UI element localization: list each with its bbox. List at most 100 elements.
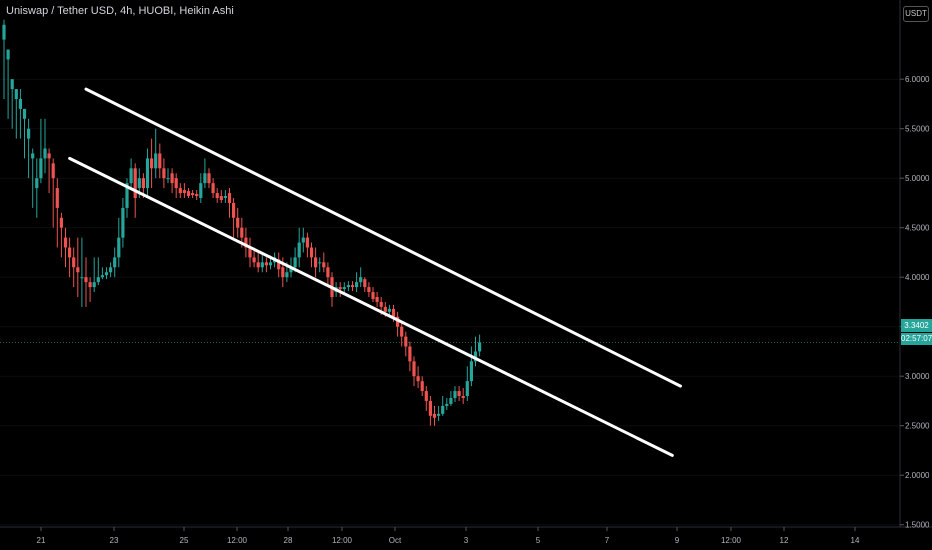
candle <box>441 396 445 416</box>
candle <box>145 148 150 198</box>
candle-body <box>174 178 178 189</box>
candle <box>191 190 195 198</box>
candle <box>154 128 158 179</box>
candle-body <box>88 282 92 288</box>
candle-body <box>166 178 170 180</box>
price-tick-label: 2.0000 <box>905 471 930 480</box>
candle-body <box>141 178 145 189</box>
candle-body <box>322 262 326 268</box>
candle <box>449 391 453 406</box>
candle-body <box>277 259 281 270</box>
time-tick-label: 12 <box>780 536 789 545</box>
candle-body <box>305 237 309 248</box>
candle-body <box>31 153 35 159</box>
candle-body <box>80 277 84 279</box>
candle-body <box>27 128 31 139</box>
candle <box>260 252 264 273</box>
candle <box>72 247 76 288</box>
candle-body <box>51 163 55 179</box>
candle-body <box>145 158 150 189</box>
candle <box>400 321 404 347</box>
candle-body <box>191 193 195 196</box>
candle-body <box>387 308 391 312</box>
candle-body <box>170 173 174 184</box>
candle <box>223 190 227 203</box>
candle <box>10 79 14 129</box>
chart-title: Uniswap / Tether USD, 4h, HUOBI, Heikin … <box>6 5 234 17</box>
candle <box>404 331 408 357</box>
candle <box>236 207 240 238</box>
candle-body <box>72 257 76 268</box>
candle <box>412 356 416 387</box>
candle <box>39 118 43 184</box>
candle-body <box>445 403 449 406</box>
candle-body <box>203 173 207 184</box>
time-tick-label: 14 <box>851 536 860 545</box>
candle-body <box>104 272 109 276</box>
candle-body <box>117 237 121 258</box>
candle-body <box>453 391 457 398</box>
candle <box>350 281 355 292</box>
candle <box>318 257 322 273</box>
candle-body <box>289 267 293 273</box>
candle-body <box>199 183 203 198</box>
candle <box>215 188 219 203</box>
candle-body <box>281 267 285 278</box>
channel-line-lower <box>68 156 674 457</box>
candle-body <box>162 168 166 179</box>
candle <box>244 227 248 258</box>
candle-body <box>129 168 133 184</box>
time-tick-label: 7 <box>605 536 610 545</box>
candle-body <box>68 247 72 258</box>
candle <box>232 198 236 238</box>
candle <box>461 388 465 404</box>
candle <box>363 277 367 293</box>
candle-body <box>154 153 158 169</box>
candle <box>113 247 117 278</box>
candle <box>473 336 478 367</box>
candle <box>305 232 309 258</box>
candle <box>76 237 80 297</box>
candle-body <box>43 148 47 159</box>
candle <box>338 282 342 297</box>
last-price-label: 3.3402 <box>901 319 932 332</box>
price-tick-label: 4.5000 <box>905 224 930 233</box>
candle-body <box>125 183 129 208</box>
candle-body <box>301 237 305 243</box>
candle <box>396 311 400 337</box>
candle-body <box>84 277 88 283</box>
candle-body <box>121 207 125 238</box>
candle-body <box>137 178 141 189</box>
candle <box>174 173 178 198</box>
candle-body <box>350 285 355 288</box>
candle <box>88 277 92 302</box>
candle-body <box>150 158 154 169</box>
candle <box>92 257 96 293</box>
candle-body <box>404 336 408 347</box>
candle <box>162 158 166 189</box>
candle <box>166 168 170 184</box>
candle-body <box>35 178 39 189</box>
candle-body <box>293 257 297 268</box>
candle <box>297 227 301 268</box>
price-tick-label: 2.5000 <box>905 422 930 431</box>
grid <box>0 78 900 526</box>
candle-body <box>412 361 416 377</box>
candle-body <box>182 190 186 194</box>
candle <box>100 267 104 280</box>
channel-line-upper <box>84 87 682 388</box>
candle-body <box>22 108 27 119</box>
candle-body <box>437 413 441 416</box>
candle <box>342 282 346 294</box>
price-tick-label: 1.5000 <box>905 521 930 530</box>
candle <box>301 227 305 253</box>
price-tick-label: 6.0000 <box>905 75 930 84</box>
candle-body <box>449 397 453 404</box>
candle-body <box>256 262 260 268</box>
candle <box>63 227 68 268</box>
currency-badge[interactable]: USDT <box>903 6 929 22</box>
candle-body <box>379 301 383 307</box>
candle <box>322 252 326 273</box>
candle <box>371 287 375 302</box>
